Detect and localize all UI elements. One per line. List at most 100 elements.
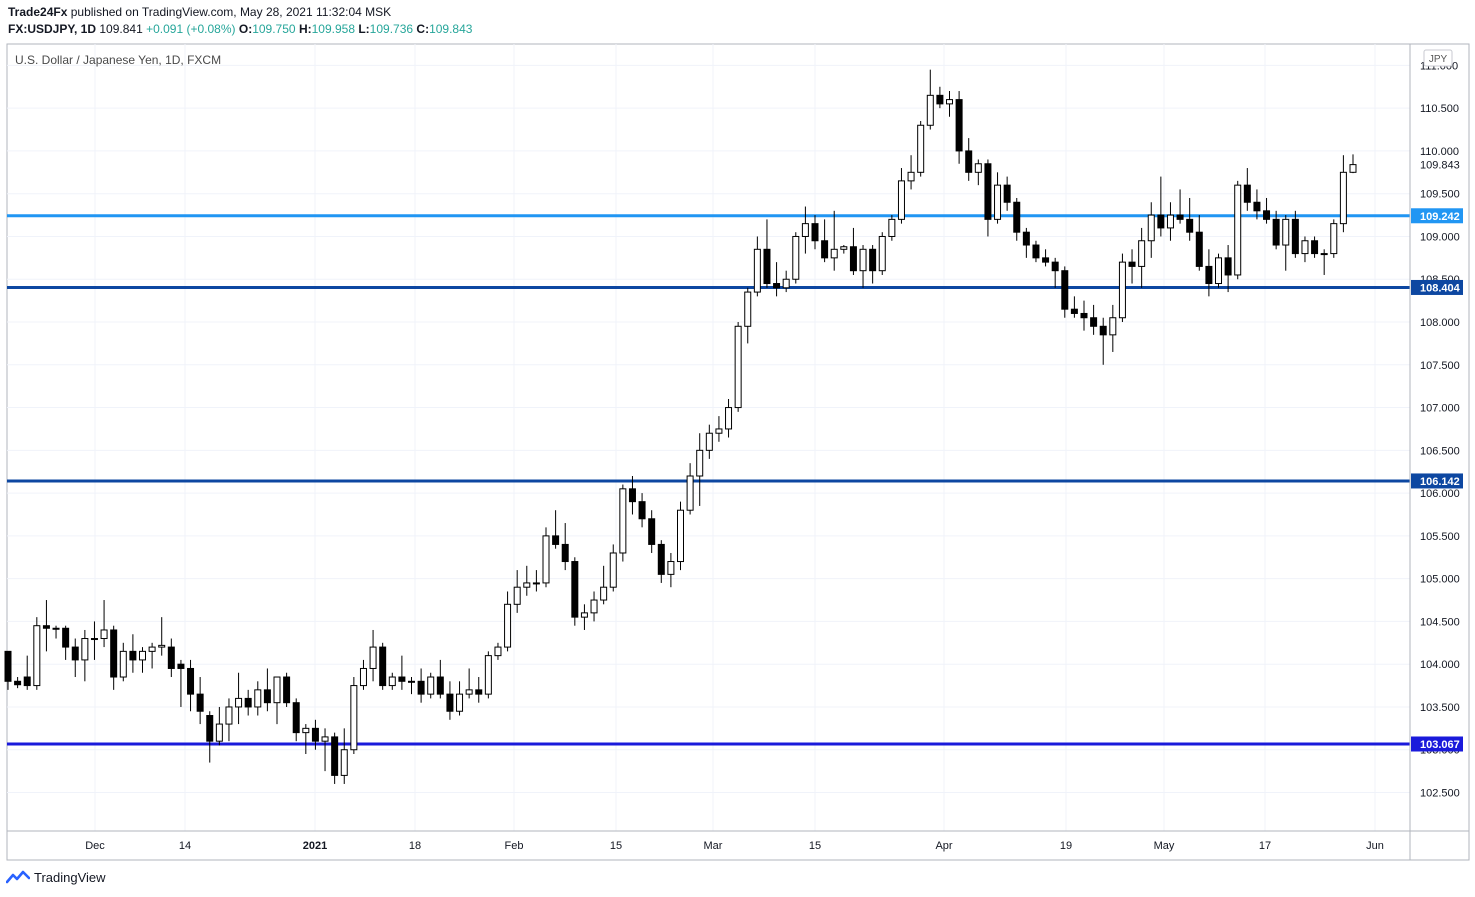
candle [331,732,339,784]
candle [946,91,953,117]
candle-body [1109,317,1117,336]
candle [811,215,819,250]
candle-body [888,218,896,237]
candle-body [965,150,973,173]
candle-body [811,223,819,242]
candle [590,591,598,622]
close-label: C: [416,22,430,36]
candle-body [984,163,992,220]
candle [888,215,896,241]
candle-body [1032,244,1040,259]
candle [782,270,790,293]
publish-info: Trade24Fx published on TradingView.com, … [8,5,391,19]
candle [897,168,905,224]
candle [1061,266,1069,318]
candle-body [936,94,944,105]
time-tick-label: Dec [85,840,105,852]
price-tick-label: 105.000 [1420,574,1460,586]
candle-body [715,428,723,434]
candle [42,600,50,652]
candle [619,484,627,562]
candle [955,91,963,164]
candle [484,651,492,699]
candle [273,676,281,725]
candle-body [1051,261,1059,272]
candle [744,287,752,344]
candle [1118,253,1126,323]
candle [628,475,636,515]
candle-body [283,676,291,704]
candle [71,638,79,678]
candle [792,232,800,284]
candle-body [897,180,905,220]
candle-body [830,248,838,259]
candle-body [926,94,934,126]
candle-body [139,650,146,661]
candle [494,642,502,660]
price-tick-label: 106.000 [1420,488,1460,500]
time-axis[interactable]: Dec 14 2021 18 Feb 15 Mar 15 Apr 19 May 17 Jun [85,840,1384,852]
currency-badge: JPY [1429,54,1448,65]
candle [1253,189,1261,220]
candle [1013,197,1021,241]
level-price-label: 106.142 [1420,476,1460,488]
candle-body [1090,317,1098,327]
candle [1176,189,1184,224]
candle-body [1195,231,1203,267]
candle-body [494,646,502,657]
candles [4,69,1357,784]
candle [475,677,483,703]
candle [542,527,550,588]
candle-body [532,582,540,585]
time-tick-label: 15 [809,840,821,852]
candle-body [619,488,627,554]
candle-body [667,561,675,575]
candle-body [100,629,108,640]
currency-badge-box[interactable] [1423,49,1453,67]
candle-body [436,676,444,695]
price-tick-label: 102.500 [1420,788,1460,800]
candle-body [119,650,127,678]
candle-body [167,646,175,669]
candle-body [773,283,781,289]
candle-body [686,475,694,511]
footer-brand[interactable]: TradingView [6,869,106,885]
candle [196,677,204,725]
candle [1166,202,1174,241]
candle-body [340,749,348,776]
tradingview-logo-icon [6,870,30,884]
candle-body [14,680,22,686]
candle [600,565,608,605]
candle-body [917,124,925,173]
candle-body [158,644,166,648]
candle-body [734,325,742,409]
price-tick-label: 106.500 [1420,445,1460,457]
candle [696,433,704,506]
time-tick-label: Feb [505,840,524,852]
candle-body [1243,184,1251,203]
candle-body [1003,184,1011,203]
candle-body [1022,231,1030,246]
price-change: +0.091 (+0.08%) [146,22,236,36]
candle [4,650,12,690]
candle [580,604,588,630]
candle-body [657,543,665,575]
level-price-label: 103.067 [1420,739,1460,751]
price-tick-label: 105.500 [1420,531,1460,543]
candle [244,689,252,716]
candle [1090,304,1098,335]
price-tick-label: 104.000 [1420,659,1460,671]
candle-body [552,535,560,545]
level-price-label: 109.242 [1420,211,1460,223]
candle [14,677,22,689]
candle-body [840,246,848,250]
candle-body [542,535,550,584]
candle [129,634,137,673]
candle-body [1272,218,1280,246]
candle [984,159,992,237]
candle [763,219,771,288]
publisher-name[interactable]: Trade24Fx [8,5,68,19]
candle [292,698,300,742]
candle [158,617,166,656]
